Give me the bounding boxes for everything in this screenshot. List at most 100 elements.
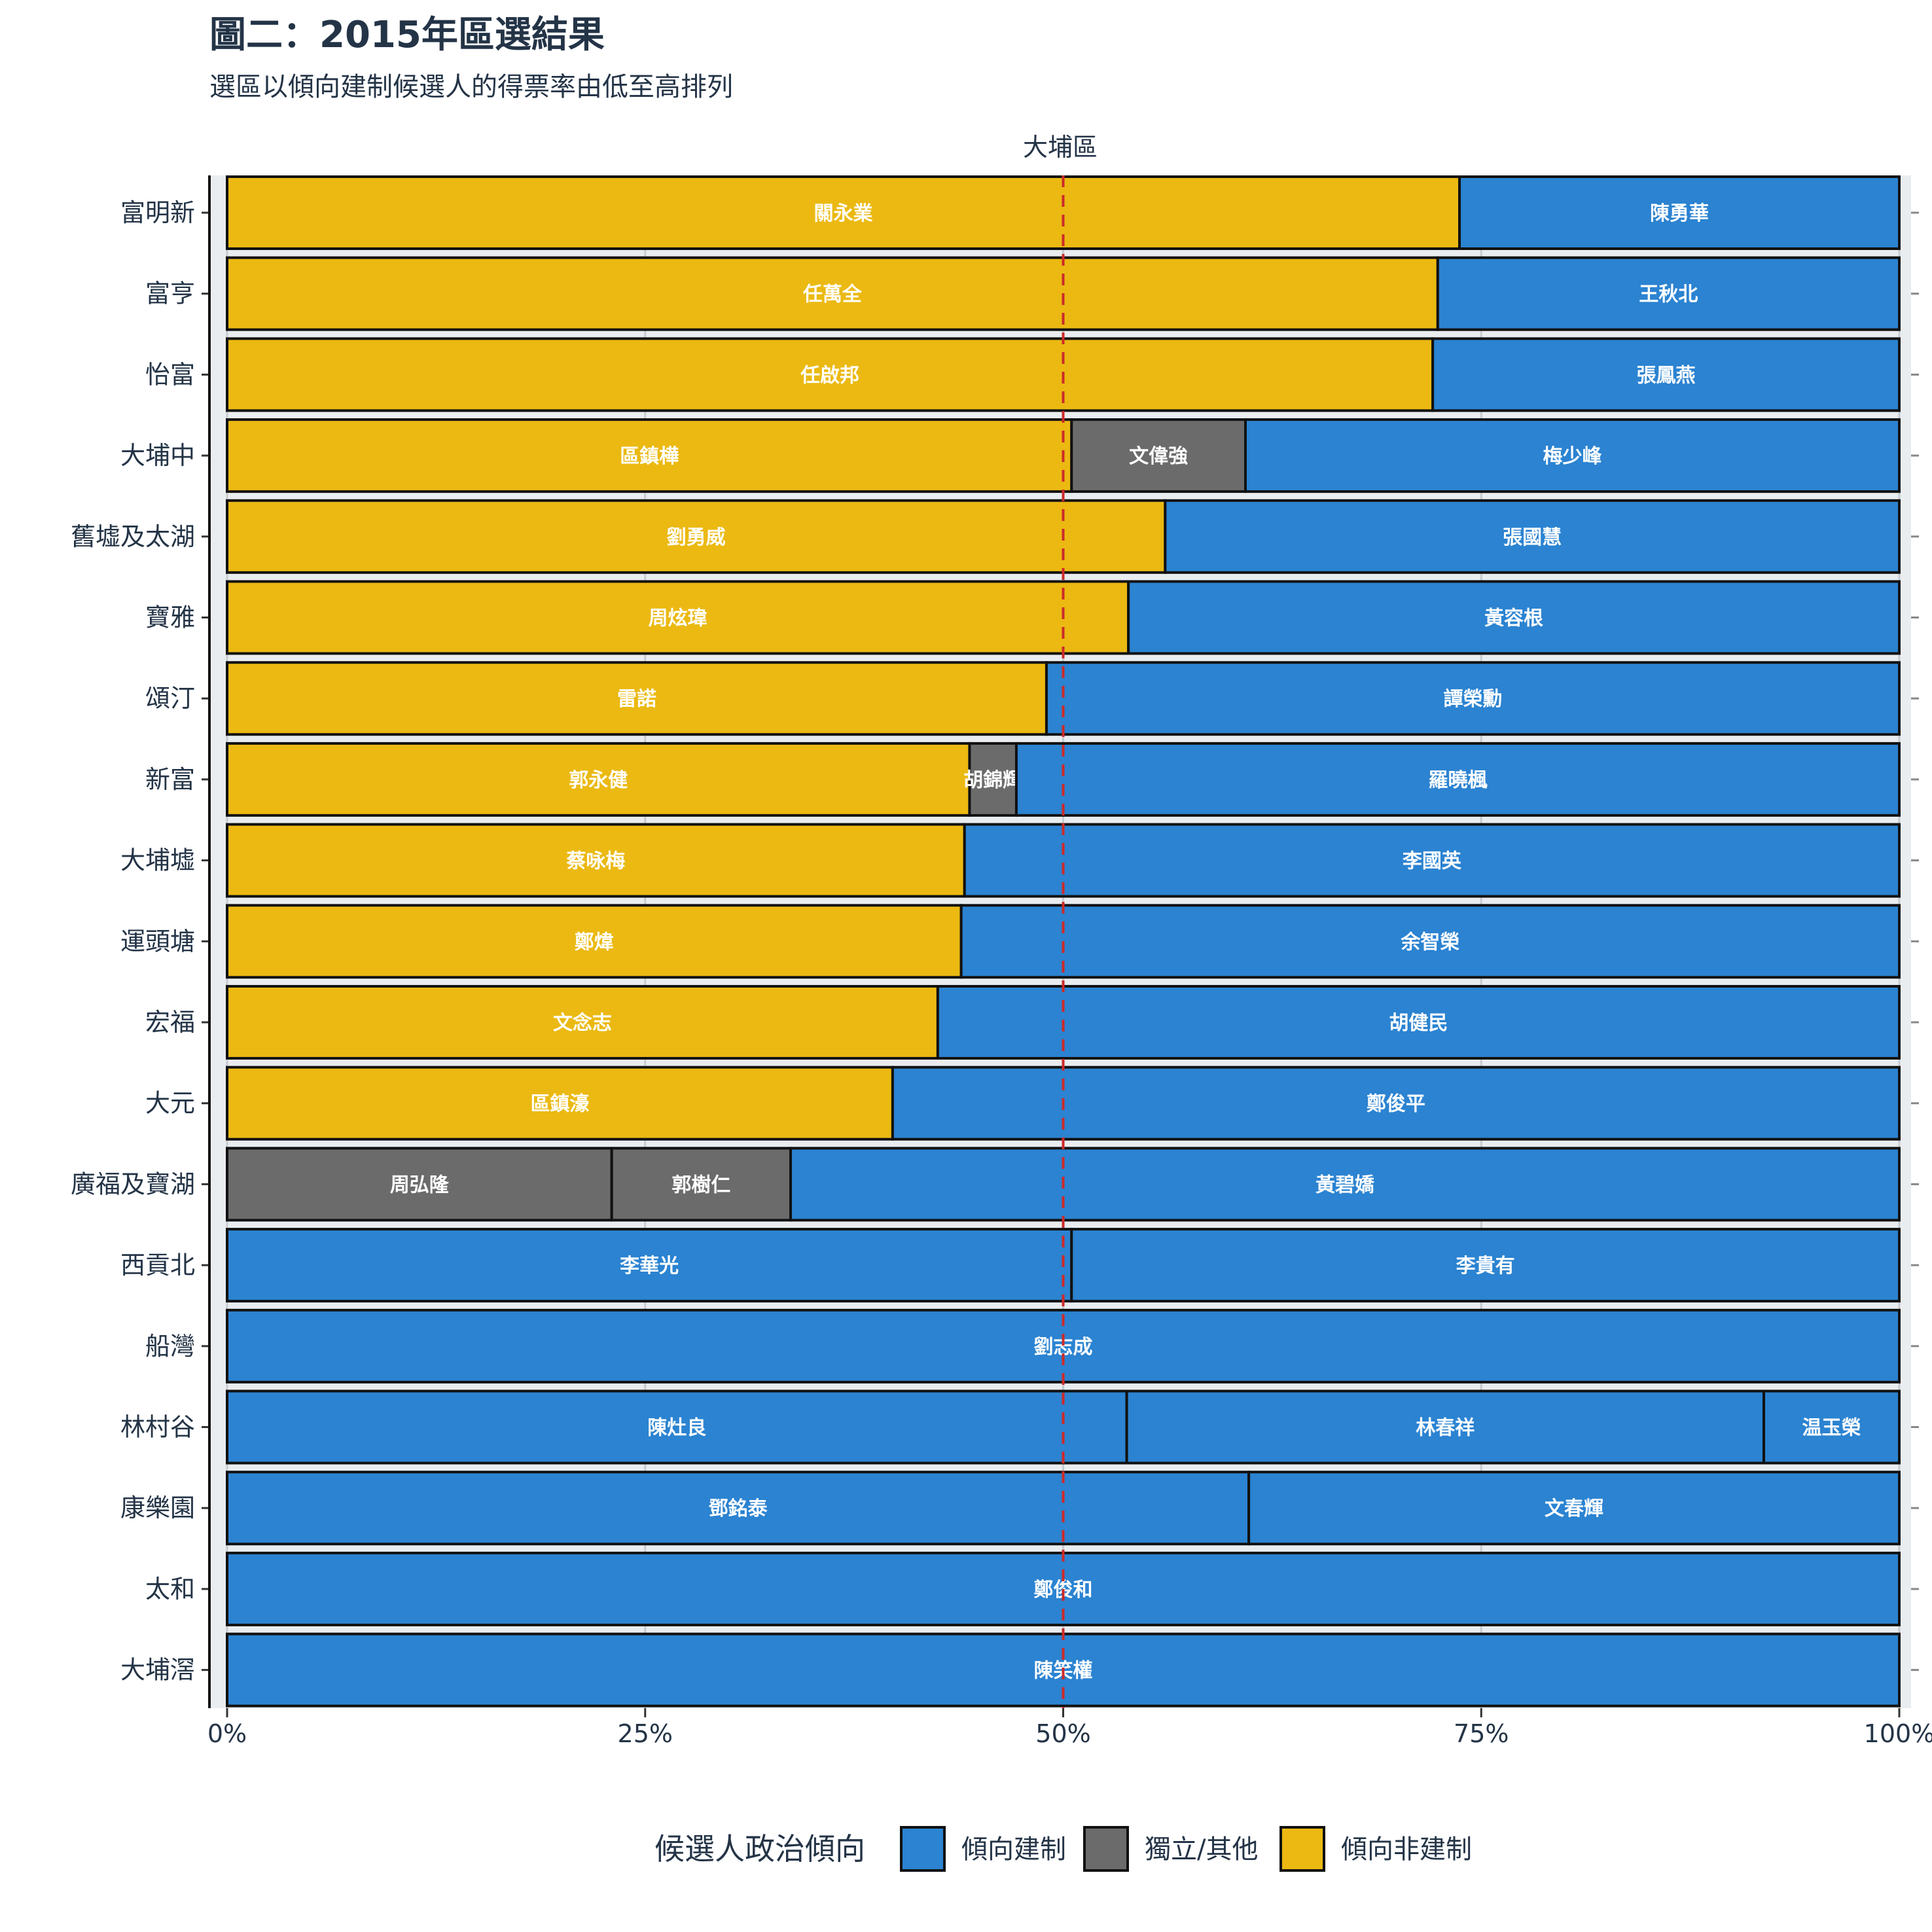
bar-segment[interactable] (1045, 661, 1901, 736)
segment-label: 關永業 (814, 202, 873, 225)
y-tick-label: 大埔滘 (120, 1656, 195, 1685)
bar-segment[interactable] (1070, 418, 1247, 493)
y-tick-label: 廣福及寶湖 (71, 1170, 195, 1198)
segment-label: 黃碧嬌 (1315, 1173, 1375, 1196)
segment-label: 陳灶良 (647, 1417, 706, 1440)
legend-swatch[interactable] (900, 1826, 946, 1872)
segment-label: 黃容根 (1484, 607, 1543, 630)
y-tick-label: 太和 (145, 1575, 195, 1603)
y-tick-label: 怡富 (145, 360, 195, 389)
y-tick-label: 大埔中 (120, 441, 195, 470)
facet-label: 大埔區 (1023, 133, 1098, 162)
bar-segment[interactable] (1127, 580, 1901, 655)
x-tick-label: 50% (1035, 1719, 1090, 1748)
bar-segment[interactable] (1014, 742, 1901, 817)
bar-segment[interactable] (226, 904, 963, 979)
segment-label: 劉勇威 (667, 526, 726, 549)
y-tick-label: 頌汀 (145, 684, 195, 713)
bar-segment[interactable] (226, 823, 966, 898)
segment-label: 文偉強 (1129, 445, 1188, 468)
y-tick-label: 大元 (145, 1089, 195, 1118)
bar-segment[interactable] (936, 985, 1901, 1060)
bar-segment[interactable] (963, 823, 1901, 898)
segment-label: 李國英 (1403, 850, 1462, 873)
segment-label: 胡錦輝 (963, 769, 1022, 792)
segment-label: 周弘隆 (390, 1173, 450, 1196)
legend-item-label[interactable]: 獨立/其他 (1145, 1834, 1258, 1865)
y-tick-label: 康樂園 (120, 1494, 195, 1522)
segment-label: 梅少峰 (1543, 445, 1601, 468)
bar-segment[interactable] (1431, 337, 1901, 412)
legend-swatch[interactable] (1083, 1826, 1129, 1872)
segment-label: 任啟邦 (800, 364, 859, 387)
y-tick-label: 寶雅 (145, 603, 195, 632)
y-tick-label: 舊墟及太湖 (71, 522, 195, 551)
bar-segment[interactable] (226, 742, 971, 817)
chart-title: 圖二：2015年區選結果 (209, 14, 605, 56)
segment-label: 張鳳燕 (1637, 364, 1696, 387)
x-tick-label: 25% (618, 1719, 673, 1748)
y-tick-label: 宏福 (145, 1008, 195, 1037)
segment-label: 余智榮 (1400, 931, 1459, 954)
bar-segment[interactable] (959, 904, 1901, 979)
bar-segment[interactable] (1125, 1389, 1766, 1465)
y-tick-label: 西貢北 (120, 1251, 195, 1279)
bar-segment[interactable] (226, 1389, 1128, 1465)
segment-label: 張國慧 (1503, 526, 1562, 549)
bar-segment[interactable] (226, 580, 1130, 655)
bar-segment[interactable] (226, 1147, 613, 1222)
bar-segment[interactable] (789, 1147, 1901, 1222)
bar-segment[interactable] (968, 742, 1018, 817)
y-tick-label: 富亨 (145, 279, 195, 308)
segment-label: 郭樹仁 (671, 1173, 730, 1196)
segment-label: 區鎮濠 (530, 1093, 589, 1116)
bar-segment[interactable] (226, 499, 1167, 574)
bar-segment[interactable] (226, 1471, 1251, 1546)
x-tick-label: 0% (207, 1719, 247, 1748)
segment-label: 羅曉楓 (1428, 769, 1488, 792)
bar-segment[interactable] (1164, 499, 1901, 574)
segment-label: 文春輝 (1545, 1497, 1603, 1520)
segment-label: 李華光 (620, 1255, 679, 1278)
legend-item-label[interactable]: 傾向非建制 (1341, 1834, 1472, 1865)
y-tick-label: 富明新 (120, 198, 195, 227)
y-tick-label: 運頭塘 (120, 927, 195, 956)
bar-segment[interactable] (226, 256, 1439, 331)
bar-segment[interactable] (1070, 1228, 1901, 1303)
segment-label: 胡健民 (1389, 1012, 1448, 1035)
segment-label: 温玉榮 (1802, 1417, 1861, 1440)
legend-swatch[interactable] (1279, 1826, 1325, 1872)
bar-segment[interactable] (226, 661, 1048, 736)
segment-label: 雷諾 (617, 688, 656, 711)
segment-label: 郭永健 (569, 769, 628, 792)
segment-label: 林春祥 (1416, 1417, 1475, 1440)
segment-label: 陳勇華 (1650, 202, 1709, 225)
segment-label: 鄭煒 (575, 931, 614, 954)
y-tick-label: 船灣 (145, 1332, 195, 1361)
y-tick-label: 大埔墟 (120, 846, 195, 875)
bar-segment[interactable] (1458, 175, 1901, 250)
segment-label: 蔡咏梅 (566, 850, 625, 873)
segment-label: 王秋北 (1639, 283, 1698, 306)
y-tick-label: 新富 (145, 765, 195, 794)
legend-title: 候選人政治傾向 (654, 1831, 865, 1867)
bar-segment[interactable] (1247, 1471, 1901, 1546)
bar-segment[interactable] (226, 985, 939, 1060)
segment-label: 任萬全 (802, 283, 863, 306)
bar-segment[interactable] (1243, 418, 1901, 493)
segment-label: 區鎮樺 (620, 445, 679, 468)
segment-label: 周炫瑋 (649, 607, 707, 630)
bar-segment[interactable] (891, 1065, 1901, 1141)
x-tick-label: 100% (1864, 1719, 1932, 1748)
bar-segment[interactable] (1436, 256, 1901, 331)
x-tick-label: 75% (1454, 1719, 1509, 1748)
segment-label: 鄧銘泰 (709, 1497, 768, 1520)
bar-segment[interactable] (1762, 1389, 1901, 1465)
segment-label: 李貴有 (1456, 1255, 1515, 1278)
segment-label: 譚榮勳 (1443, 688, 1502, 711)
y-tick-label: 林村谷 (120, 1413, 195, 1442)
legend-item-label[interactable]: 傾向建制 (961, 1834, 1066, 1865)
segment-label: 文念志 (553, 1012, 612, 1035)
